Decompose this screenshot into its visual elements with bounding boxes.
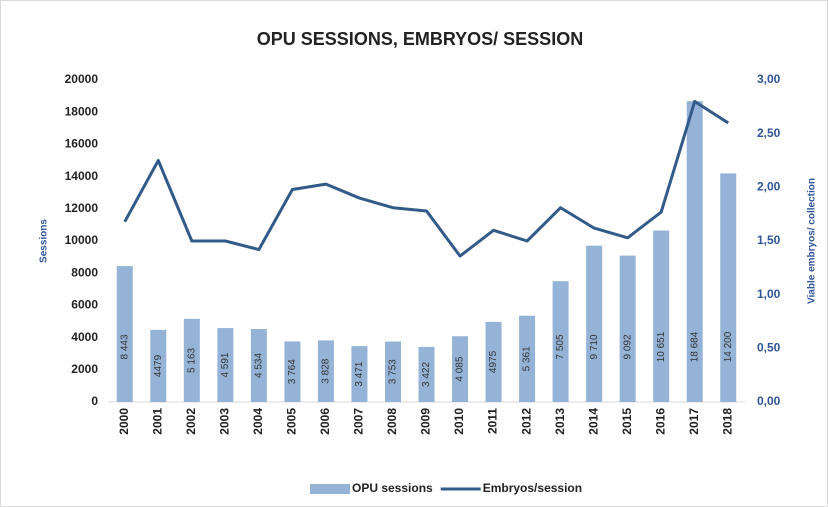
y-tick-label: 12000	[65, 201, 99, 215]
x-tick-label: 2013	[553, 408, 567, 435]
bar	[552, 281, 569, 402]
value-label: 4479	[153, 354, 164, 377]
y2-tick-label: 2,00	[757, 180, 781, 194]
y-tick-label: 4000	[71, 330, 98, 344]
y-tick-label: 0	[91, 394, 98, 408]
bar	[284, 341, 301, 402]
x-tick-label: 2017	[687, 408, 701, 435]
x-tick-label: 2010	[452, 408, 466, 435]
value-label: 3 828	[321, 358, 332, 383]
x-tick-label: 2002	[184, 408, 198, 435]
x-tick-label: 2014	[586, 408, 600, 435]
bar	[317, 340, 334, 402]
y-axis-title: Sessions	[39, 219, 50, 263]
y-tick-label: 14000	[65, 169, 99, 183]
x-tick-label: 2012	[519, 408, 533, 435]
value-label: 3 753	[388, 359, 399, 384]
legend-label: OPU sessions	[352, 481, 433, 495]
y2-tick-label: 2,50	[757, 126, 781, 140]
y-tick-label: 20000	[65, 72, 99, 86]
y-tick-label: 6000	[71, 298, 98, 312]
y-tick-label: 8000	[71, 265, 98, 279]
x-tick-label: 2006	[318, 408, 332, 435]
bar	[619, 255, 636, 402]
x-tick-label: 2001	[150, 408, 164, 435]
x-tick-label: 2005	[285, 408, 299, 435]
bar	[452, 336, 469, 402]
value-label: 4 085	[455, 356, 466, 381]
value-label: 4 534	[254, 353, 265, 378]
x-tick-label: 2018	[720, 408, 734, 435]
bar	[217, 328, 234, 402]
x-tick-label: 2011	[486, 408, 500, 434]
y2-axis-title: Viable embryos/ collection	[807, 178, 818, 304]
y-tick-label: 2000	[71, 362, 98, 376]
y2-tick-label: 1,50	[757, 233, 781, 247]
value-label: 18 684	[689, 331, 700, 362]
bar	[150, 329, 167, 402]
value-label: 3 422	[421, 362, 432, 387]
legend-swatch	[310, 484, 350, 494]
value-label: 14 200	[723, 331, 734, 362]
y2-tick-label: 3,00	[757, 72, 781, 86]
x-tick-label: 2008	[385, 408, 399, 435]
bar	[485, 321, 502, 402]
x-tick-label: 2016	[653, 408, 667, 435]
x-tick-label: 2015	[620, 408, 634, 435]
value-label: 9 092	[622, 334, 633, 359]
y-tick-label: 18000	[65, 104, 99, 118]
bar	[250, 329, 267, 402]
chart-title: OPU SESSIONS, EMBRYOS/ SESSION	[257, 29, 583, 49]
x-tick-label: 2000	[117, 408, 131, 435]
bar	[720, 173, 737, 402]
value-label: 5 361	[522, 346, 533, 371]
bar	[586, 245, 603, 402]
value-label: 5 163	[186, 347, 197, 372]
value-label: 4975	[488, 350, 499, 373]
line	[123, 99, 730, 258]
x-tick-label: 2009	[419, 408, 433, 435]
value-label: 3 764	[287, 359, 298, 384]
x-tick-label: 2004	[251, 408, 265, 435]
y-tick-label: 16000	[65, 137, 99, 151]
bar	[116, 266, 133, 402]
x-tick-label: 2007	[352, 408, 366, 435]
value-label: 7 505	[555, 334, 566, 359]
y-tick-label: 10000	[65, 233, 99, 247]
x-tick-label: 2003	[218, 408, 232, 435]
bar	[418, 346, 435, 402]
bar	[351, 346, 368, 402]
value-label: 9 710	[589, 334, 600, 359]
value-label: 8 443	[119, 334, 130, 359]
y2-tick-label: 0,00	[757, 394, 781, 408]
bar	[653, 230, 670, 402]
bar	[686, 101, 703, 403]
y2-tick-label: 0,50	[757, 341, 781, 355]
value-label: 3 471	[354, 361, 365, 386]
y2-tick-label: 1,00	[757, 287, 781, 301]
bar	[519, 315, 536, 402]
bar	[183, 318, 200, 402]
value-label: 4 591	[220, 352, 231, 377]
bar	[384, 341, 401, 402]
value-label: 10 651	[656, 331, 667, 362]
legend-label: Embryos/session	[483, 481, 582, 495]
